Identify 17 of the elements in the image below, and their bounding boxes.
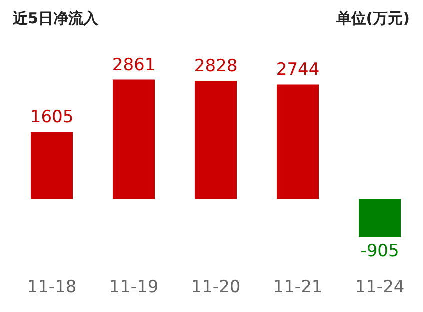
data-label: -905 <box>360 242 400 262</box>
bar <box>277 84 319 200</box>
x-tick-label: 11-21 <box>273 278 323 298</box>
chart-title: 近5日净流入 <box>12 10 100 28</box>
x-tick-label: 11-18 <box>27 278 77 298</box>
data-label: 1605 <box>30 108 74 128</box>
chart-subtitle: 单位(万元) <box>335 10 410 28</box>
data-label: 2828 <box>194 56 238 77</box>
data-label: 2861 <box>112 55 156 76</box>
x-tick-label: 11-20 <box>191 278 241 298</box>
bar <box>195 81 237 200</box>
bar <box>31 132 73 200</box>
bar <box>113 80 155 200</box>
x-tick-label: 11-24 <box>355 278 405 298</box>
data-label: 2744 <box>276 60 320 80</box>
x-tick-label: 11-19 <box>109 278 159 298</box>
bar <box>359 199 401 238</box>
